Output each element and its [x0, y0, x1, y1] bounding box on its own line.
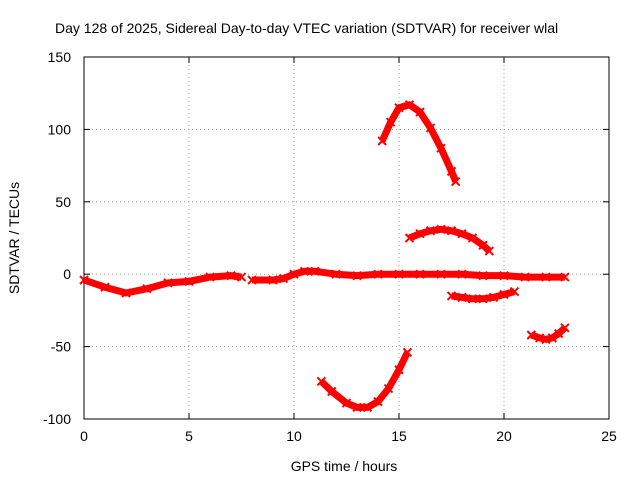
- data-point-seg7-8: [402, 347, 413, 358]
- data-point-seg4-0: [404, 233, 415, 243]
- data-point-seg1-4: [163, 278, 173, 288]
- data-point-seg4-8: [484, 246, 495, 256]
- x-tick-label-3: 15: [391, 428, 407, 444]
- data-point-seg3-6: [436, 143, 446, 153]
- data-point-seg3-8: [450, 176, 461, 187]
- data-point-seg2-15: [520, 272, 530, 282]
- data-point-seg7-7: [394, 365, 404, 375]
- x-tick-label-0: 0: [80, 428, 88, 444]
- data-point-seg2-11: [436, 269, 446, 279]
- data-point-seg2-2: [278, 273, 289, 284]
- grid: [84, 57, 609, 419]
- x-tick-label-1: 5: [185, 428, 193, 444]
- series-line-seg2: [252, 267, 565, 284]
- ticks: 0 5 10 15 20 25 150 100 50 0 -50 -100: [43, 49, 617, 444]
- data-point-seg3-2: [394, 102, 404, 113]
- data-point-seg7-3: [352, 402, 362, 413]
- data-point-seg7-4: [362, 402, 373, 413]
- data-point-seg5-0: [446, 291, 457, 301]
- data-point-seg6-5: [560, 323, 570, 333]
- data-point-seg4-2: [425, 226, 436, 236]
- data-point-seg3-5: [425, 123, 436, 133]
- data-point-seg3-4: [415, 107, 425, 117]
- data-point-seg1-3: [142, 283, 152, 294]
- data-point-seg2-10: [415, 269, 425, 279]
- data-point-seg5-1: [457, 292, 467, 303]
- x-axis-label: GPS time / hours: [291, 458, 398, 474]
- data-point-seg3-3: [404, 100, 415, 110]
- data-point-seg1-7: [226, 270, 236, 281]
- y-tick-label-5: -100: [43, 411, 71, 427]
- data-point-seg5-2: [467, 294, 478, 304]
- data-point-seg1-5: [184, 276, 194, 287]
- data-point-seg3-1: [385, 117, 396, 127]
- data-point-seg1-6: [205, 272, 215, 282]
- y-tick-label-3: 0: [63, 266, 71, 282]
- data-point-seg2-17: [560, 272, 570, 282]
- y-tick-label-1: 100: [48, 121, 72, 137]
- data-point-seg5-3: [478, 294, 488, 304]
- x-tick-label-5: 25: [601, 428, 617, 444]
- series-line-seg3: [379, 101, 459, 183]
- data-point-seg1-8: [236, 272, 247, 282]
- data-point-seg2-13: [478, 270, 488, 281]
- data-point-seg7-0: [316, 376, 327, 387]
- data-point-seg2-5: [310, 266, 320, 277]
- data-point-seg1-2: [121, 288, 131, 298]
- data-point-seg2-3: [289, 269, 299, 279]
- series-layer: [79, 100, 570, 413]
- data-point-seg2-16: [541, 272, 551, 282]
- y-tick-label-4: -50: [51, 339, 71, 355]
- data-point-seg7-5: [373, 396, 383, 407]
- data-point-seg5-4: [488, 292, 499, 303]
- y-tick-label-2: 50: [55, 194, 71, 210]
- data-point-seg2-1: [268, 275, 278, 285]
- data-point-seg4-5: [457, 228, 467, 239]
- data-point-seg3-7: [446, 166, 457, 177]
- chart-title: Day 128 of 2025, Sidereal Day-to-day VTE…: [55, 20, 558, 36]
- y-tick-label-0: 150: [48, 49, 72, 65]
- data-point-seg5-5: [499, 289, 509, 300]
- data-point-seg6-3: [547, 333, 558, 343]
- data-point-seg5-6: [509, 286, 520, 297]
- data-point-seg2-9: [394, 269, 404, 279]
- data-point-seg7-2: [341, 398, 352, 408]
- y-axis-label: SDTVAR / TECUs: [6, 182, 22, 294]
- data-point-seg4-3: [436, 224, 446, 235]
- data-point-seg2-8: [373, 269, 383, 279]
- data-point-seg7-1: [327, 386, 337, 397]
- data-point-seg6-0: [526, 330, 537, 340]
- data-point-seg7-6: [383, 383, 394, 394]
- x-tick-label-2: 10: [286, 428, 302, 444]
- data-point-seg1-0: [79, 275, 89, 285]
- plot-frame: [83, 56, 610, 420]
- data-point-seg2-12: [457, 269, 467, 279]
- data-point-seg1-1: [100, 282, 110, 292]
- data-point-seg2-14: [499, 270, 509, 281]
- data-point-seg2-6: [331, 269, 341, 279]
- data-point-seg3-0: [377, 136, 387, 146]
- data-point-seg2-0: [247, 275, 257, 285]
- x-tick-label-4: 20: [496, 428, 512, 444]
- data-point-seg4-6: [467, 233, 478, 243]
- series-line-seg7: [318, 350, 411, 411]
- data-point-seg2-4: [299, 266, 310, 277]
- data-point-seg4-1: [415, 228, 425, 239]
- data-point-seg2-7: [352, 270, 362, 281]
- data-point-seg4-4: [446, 226, 457, 236]
